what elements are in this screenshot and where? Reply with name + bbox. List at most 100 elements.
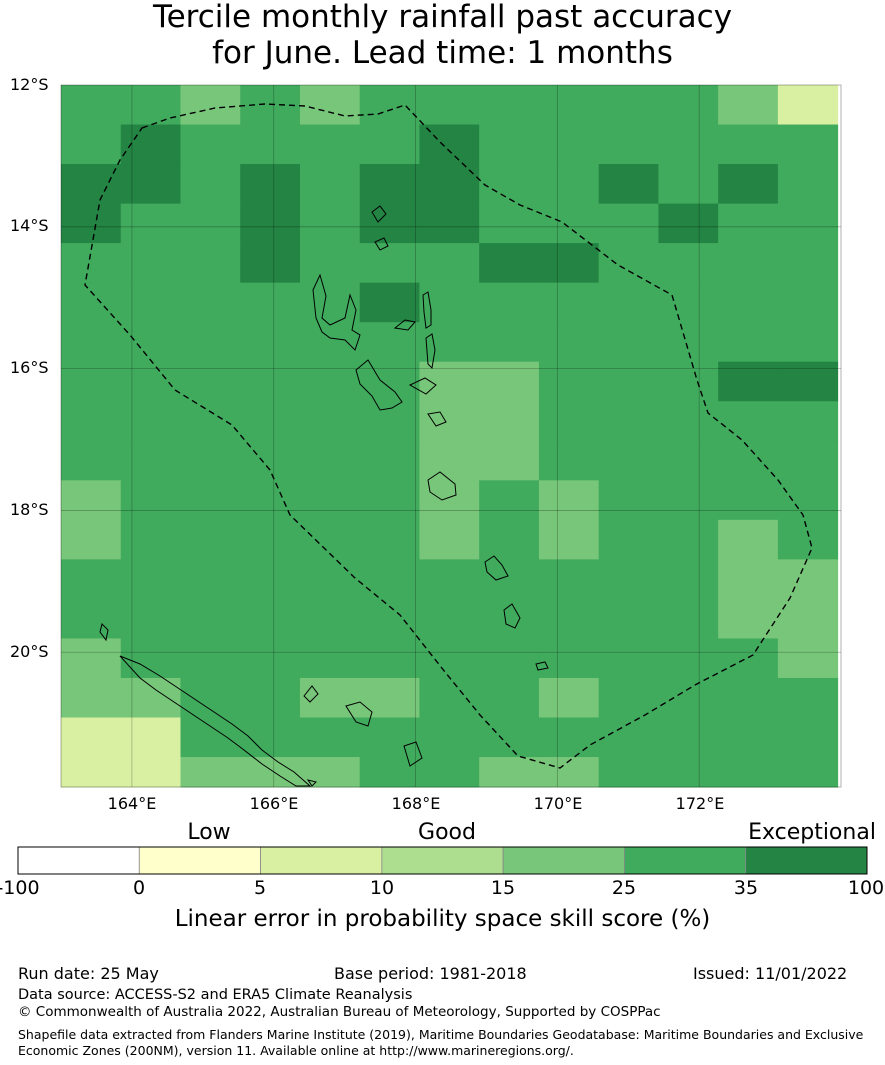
skill-cell	[538, 519, 600, 560]
skill-cell	[538, 322, 600, 363]
skill-cell	[240, 401, 301, 442]
skill-cell	[718, 757, 779, 788]
skill-cell	[359, 243, 420, 284]
skill-cell	[240, 638, 301, 679]
skill-cell	[240, 480, 301, 521]
skill-cell	[777, 203, 839, 244]
skill-cell	[299, 757, 361, 788]
skill-cell	[61, 85, 122, 126]
skill-cell	[479, 85, 540, 126]
skill-cell	[658, 559, 719, 600]
skill-cell	[359, 757, 420, 788]
lat-label: 12°S	[10, 75, 49, 94]
banks-islands	[374, 237, 389, 251]
skill-cell	[658, 440, 719, 481]
skill-cell	[419, 480, 480, 521]
colorbar-tick-label: 35	[733, 877, 759, 899]
lon-label: 164°E	[107, 794, 157, 813]
colorbar-category-low: Low	[187, 820, 231, 845]
skill-cell	[479, 124, 540, 165]
colorbar	[17, 846, 868, 875]
skill-cell	[598, 85, 659, 126]
copyright: © Commonwealth of Australia 2022, Austra…	[18, 1004, 661, 1020]
skill-cell	[359, 717, 420, 758]
skill-cell	[299, 440, 361, 481]
skill-cell	[61, 322, 122, 363]
epi-island	[427, 411, 447, 427]
loyalty-island-ouvea	[303, 685, 319, 703]
skill-cell	[61, 440, 122, 481]
skill-cell	[299, 598, 361, 639]
skill-cell	[598, 401, 659, 442]
skill-cell	[299, 124, 361, 165]
shapefile-credit-line2: Economic Zones (200NM), version 11. Avai…	[18, 1043, 574, 1058]
lon-label: 172°E	[675, 794, 725, 813]
skill-cell	[299, 638, 361, 679]
skill-cell	[718, 519, 779, 560]
skill-cell	[359, 203, 420, 244]
skill-cell	[419, 757, 480, 788]
skill-cell	[538, 598, 600, 639]
skill-cell	[479, 757, 540, 788]
skill-cell	[299, 203, 361, 244]
map-title-line1: Tercile monthly rainfall past accuracy	[152, 0, 733, 35]
skill-cell	[479, 203, 540, 244]
issued-date: Issued: 11/01/2022	[693, 964, 848, 983]
skill-cell	[180, 757, 241, 788]
skill-cell	[120, 401, 181, 442]
skill-cell	[598, 598, 659, 639]
colorbar-tick-label: 0	[132, 877, 146, 899]
skill-cell	[479, 164, 540, 205]
skill-cell	[419, 598, 480, 639]
skill-cell	[479, 480, 540, 521]
skill-cell	[479, 401, 540, 442]
skill-cell	[658, 638, 719, 679]
colorbar-category-good: Good	[418, 820, 476, 845]
skill-cell	[598, 164, 659, 205]
skill-cell	[718, 559, 779, 600]
tanna-island	[503, 603, 521, 629]
skill-cell	[479, 282, 540, 323]
skill-cell	[479, 559, 540, 600]
skill-cell	[240, 519, 301, 560]
colorbar-tick-label: 15	[490, 877, 516, 899]
skill-cell	[61, 203, 122, 244]
skill-cell	[658, 519, 719, 560]
skill-cell	[479, 243, 540, 284]
skill-cell	[658, 243, 719, 284]
skill-cell	[658, 124, 719, 165]
skill-cell	[598, 440, 659, 481]
colorbar-segment	[260, 846, 383, 875]
skill-cell	[299, 401, 361, 442]
efate-island	[427, 471, 457, 501]
skill-cell	[240, 124, 301, 165]
skill-cell	[658, 361, 719, 402]
colorbar-tick-label: 5	[253, 877, 267, 899]
loyalty-island-lifou	[345, 701, 373, 727]
skill-cell	[718, 480, 779, 521]
skill-cell	[658, 164, 719, 205]
erromango-island	[484, 555, 509, 581]
torres-islands	[371, 205, 387, 223]
loyalty-island-mare	[403, 741, 423, 767]
skill-cell	[299, 322, 361, 363]
skill-grid-cells	[61, 85, 839, 788]
new-caledonia-mainland	[119, 655, 312, 787]
skill-cell	[777, 322, 839, 363]
skill-cell	[538, 401, 600, 442]
skill-cell	[718, 598, 779, 639]
skill-cell	[419, 638, 480, 679]
colorbar-segment	[17, 846, 140, 875]
colorbar-tick-label: -100	[0, 877, 40, 899]
skill-cell	[240, 440, 301, 481]
skill-cell	[180, 480, 241, 521]
skill-cell	[479, 519, 540, 560]
skill-cell	[61, 519, 122, 560]
colorbar-frame	[17, 846, 868, 875]
skill-cell	[180, 322, 241, 363]
skill-cell	[359, 598, 420, 639]
skill-cell	[419, 203, 480, 244]
skill-cell	[180, 124, 241, 165]
skill-cell	[658, 598, 719, 639]
skill-cell	[240, 282, 301, 323]
